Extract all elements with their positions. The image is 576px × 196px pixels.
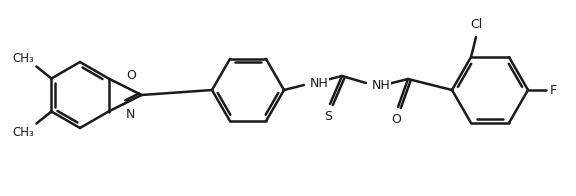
Text: O: O bbox=[391, 113, 401, 126]
Text: S: S bbox=[324, 110, 332, 123]
Text: NH: NH bbox=[310, 76, 329, 90]
Text: CH₃: CH₃ bbox=[13, 52, 35, 64]
Text: CH₃: CH₃ bbox=[13, 125, 35, 139]
Text: F: F bbox=[550, 83, 557, 96]
Text: Cl: Cl bbox=[470, 18, 482, 31]
Text: N: N bbox=[126, 108, 135, 121]
Text: O: O bbox=[126, 69, 136, 82]
Text: NH: NH bbox=[372, 79, 391, 92]
